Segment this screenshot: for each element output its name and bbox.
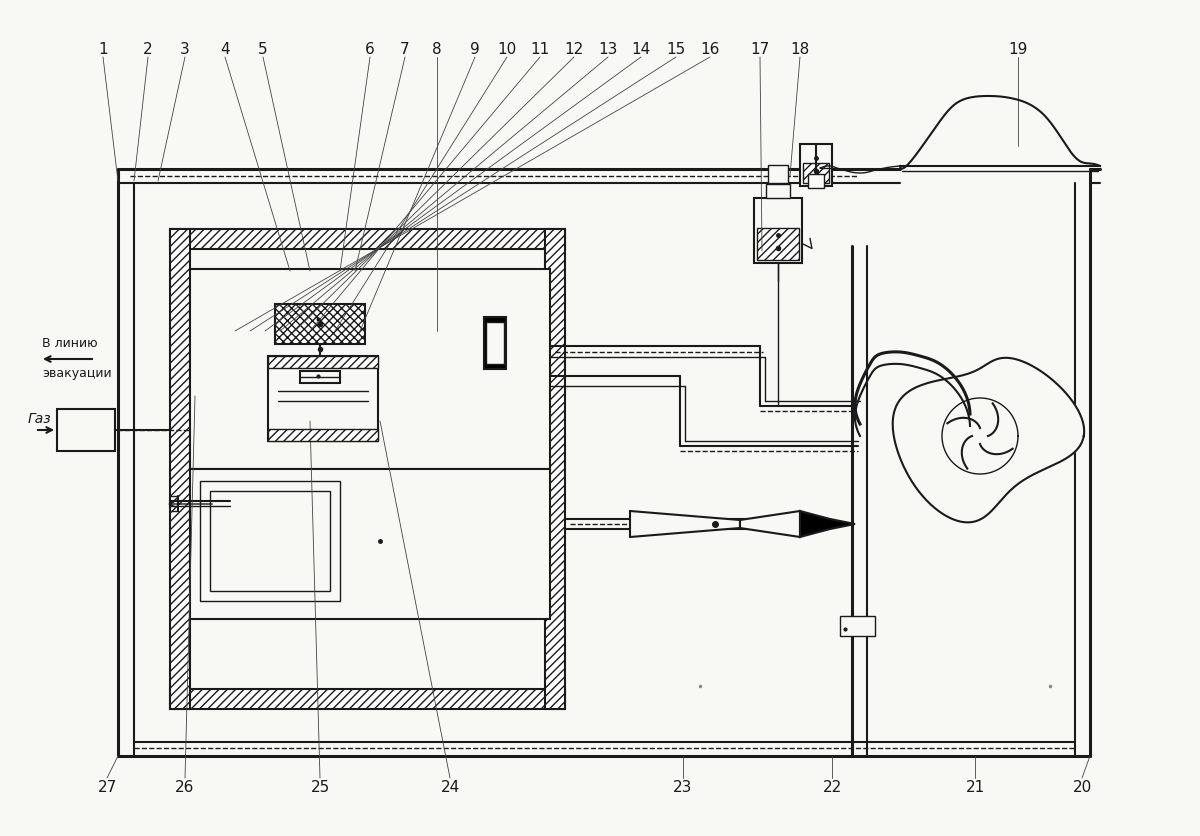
Text: 14: 14 [631, 42, 650, 57]
Text: 24: 24 [440, 779, 460, 794]
Text: 6: 6 [365, 42, 374, 57]
Bar [768, 166, 788, 184]
Text: 16: 16 [701, 42, 720, 57]
Text: 26: 26 [175, 779, 194, 794]
Polygon shape [740, 512, 800, 538]
Bar [268, 430, 378, 441]
Bar [840, 616, 875, 636]
Bar [210, 492, 330, 591]
Text: 27: 27 [97, 779, 116, 794]
Text: 9: 9 [470, 42, 480, 57]
Bar [486, 323, 504, 364]
Text: 7: 7 [400, 42, 410, 57]
Text: 15: 15 [666, 42, 685, 57]
Bar [58, 410, 115, 451]
Text: 5: 5 [258, 42, 268, 57]
Text: 17: 17 [750, 42, 769, 57]
Text: 1: 1 [98, 42, 108, 57]
Text: 20: 20 [1073, 779, 1092, 794]
Bar [170, 689, 565, 709]
Bar [170, 230, 565, 250]
Text: 19: 19 [1008, 42, 1027, 57]
Polygon shape [630, 512, 740, 538]
Bar [190, 470, 550, 619]
Bar [545, 230, 565, 709]
Bar [800, 145, 832, 186]
Polygon shape [893, 359, 1084, 522]
Bar [170, 230, 190, 709]
Text: 8: 8 [432, 42, 442, 57]
Text: 2: 2 [143, 42, 152, 57]
Bar [200, 482, 340, 601]
Text: 18: 18 [791, 42, 810, 57]
Bar [300, 371, 340, 384]
Text: 11: 11 [530, 42, 550, 57]
Text: Газ: Газ [28, 411, 52, 426]
Text: 22: 22 [822, 779, 841, 794]
Text: 4: 4 [220, 42, 230, 57]
Bar [808, 175, 824, 189]
Bar [757, 229, 799, 261]
Bar [766, 185, 790, 199]
Text: 25: 25 [311, 779, 330, 794]
Text: В линию: В линию [42, 337, 97, 349]
Text: 12: 12 [564, 42, 583, 57]
Bar [190, 270, 550, 470]
Bar [275, 304, 365, 344]
Text: 13: 13 [599, 42, 618, 57]
Text: 21: 21 [965, 779, 985, 794]
Bar [803, 164, 829, 184]
Polygon shape [900, 97, 1100, 170]
Polygon shape [800, 512, 856, 538]
Bar [268, 357, 378, 369]
Bar [268, 357, 378, 441]
Bar [754, 199, 802, 263]
Text: эвакуации: эвакуации [42, 366, 112, 380]
Text: 3: 3 [180, 42, 190, 57]
Text: 10: 10 [497, 42, 517, 57]
Text: 23: 23 [673, 779, 692, 794]
Bar [484, 318, 506, 370]
